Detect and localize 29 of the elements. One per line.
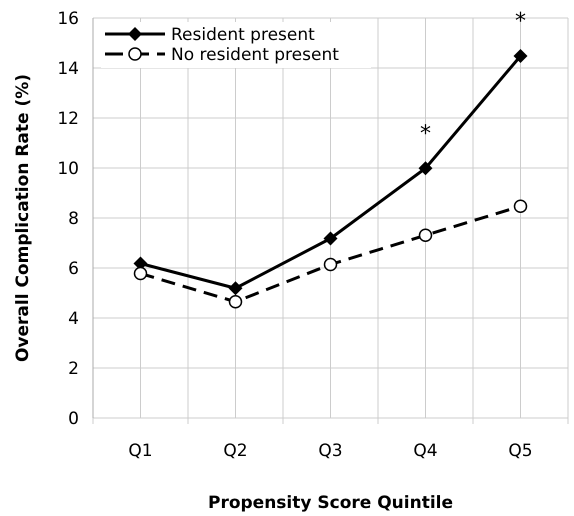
y-tick-label: 4 [68,308,79,329]
y-tick-label: 12 [57,108,79,129]
x-axis-title: Propensity Score Quintile [208,493,454,513]
x-tick-label: Q1 [128,441,153,461]
x-tick-label: Q4 [413,441,438,461]
y-axis-title: Overall Complication Rate (%) [13,74,33,362]
annotation: * [420,121,431,146]
x-tick-label: Q2 [223,441,248,461]
y-tick-label: 16 [57,8,79,29]
y-tick-label: 10 [57,158,79,179]
y-tick-label: 6 [68,258,79,279]
point [324,258,338,272]
y-tick-label: 14 [57,58,79,79]
point [514,49,528,63]
point [418,161,432,176]
point [134,266,148,280]
y-tick-label: 2 [68,358,79,379]
y-tick-label: 8 [68,208,79,229]
x-tick-label: Q5 [508,441,533,461]
annotation: * [515,9,526,34]
point [418,228,432,242]
point [228,281,242,296]
y-tick-label: 0 [68,408,79,429]
point [228,295,242,308]
point [324,232,338,246]
point [514,200,528,213]
legend-label: No resident present [171,44,340,65]
legend-label: Resident present [171,24,316,45]
x-tick-label: Q3 [318,441,343,461]
